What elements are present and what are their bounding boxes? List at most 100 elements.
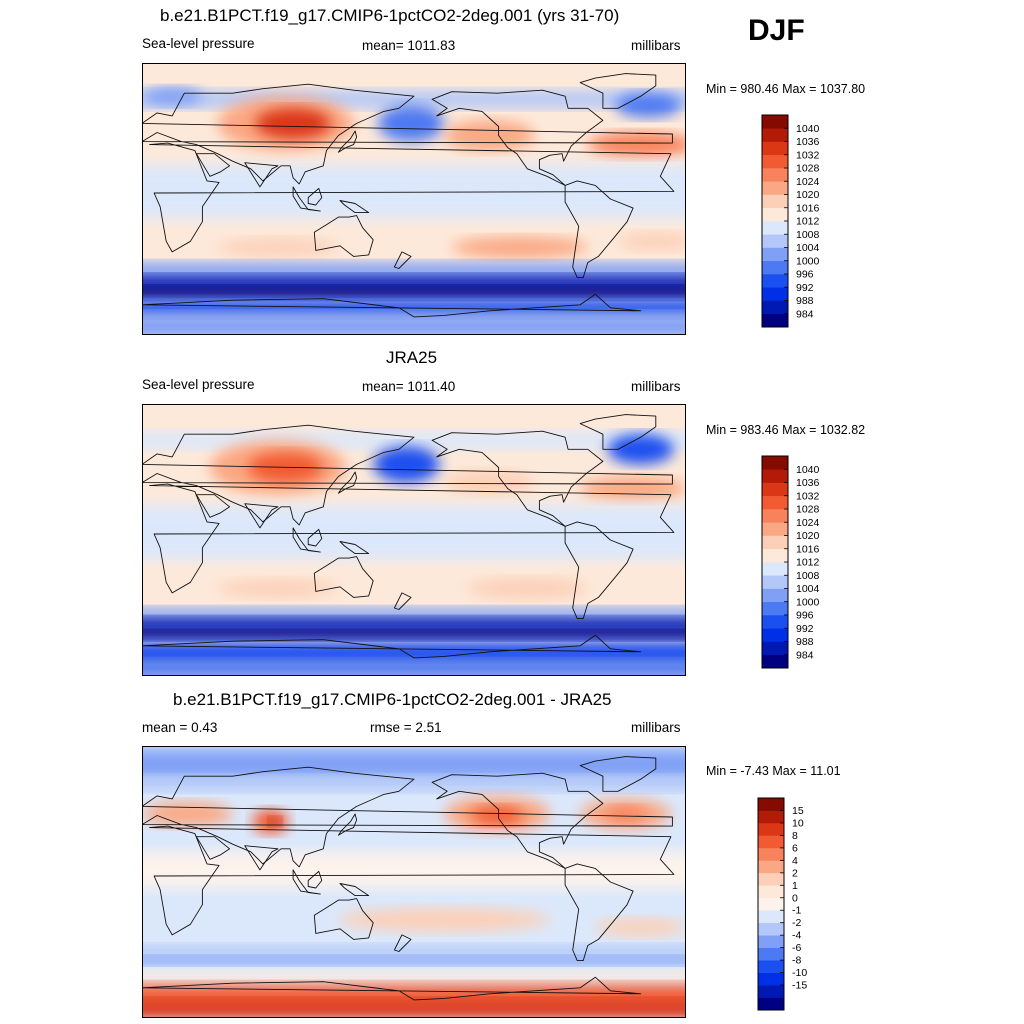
p3-field-natlPos2 xyxy=(604,806,647,822)
cb1-tick-label: 1024 xyxy=(796,176,820,188)
cb3-swatch xyxy=(758,872,784,886)
cb2-tick-label: 1012 xyxy=(796,557,820,569)
cb3-swatch xyxy=(758,947,784,961)
p1-coast-borneo xyxy=(307,187,323,206)
cb1-swatch xyxy=(762,287,788,301)
cb2-swatch xyxy=(762,535,788,550)
p3-field-arctic xyxy=(142,749,686,780)
cb3-swatch xyxy=(758,985,784,998)
p3-coast-antarctica xyxy=(142,976,642,1001)
panel-3-mean-label: mean = 0.43 xyxy=(142,720,218,735)
p3-coast-seasia xyxy=(292,869,321,895)
cb1-tick-label: 1012 xyxy=(796,216,820,228)
cb3-swatch xyxy=(758,897,784,911)
cb1-swatch xyxy=(762,128,788,142)
p2-coast-australia xyxy=(313,556,374,598)
cb3-tick-label: -2 xyxy=(792,917,801,929)
cb3-swatch xyxy=(758,810,784,824)
p1-frame xyxy=(142,63,686,335)
cb1-tick-label: 984 xyxy=(796,308,814,320)
p1-coast-arabia xyxy=(195,153,231,177)
cb3-tick-label: -8 xyxy=(792,955,801,967)
cb2-swatch xyxy=(762,509,788,523)
cb2-tick-label: 1028 xyxy=(796,504,820,516)
p1-field-npacHigh xyxy=(444,120,535,151)
panel-2-title: JRA25 xyxy=(386,348,438,367)
cb1-tick-label: 996 xyxy=(796,269,814,281)
cb2-swatch xyxy=(762,628,788,642)
cb1-swatch xyxy=(762,247,788,262)
p2-field-icelandic xyxy=(607,434,674,465)
cb1-tick-label: 992 xyxy=(796,282,814,294)
p1-field-indHigh xyxy=(217,238,339,257)
panel-3-title: b.e21.B1PCT.f19_g17.CMIP6-1pctCO2-2deg.0… xyxy=(173,690,612,709)
cb3-swatch xyxy=(758,922,784,936)
panel-3-minmax: Min = -7.43 Max = 11.01 xyxy=(706,764,841,778)
cb1-swatch xyxy=(762,115,788,129)
p3-coast-greenland xyxy=(579,756,657,792)
p1-coast-newguinea xyxy=(339,200,370,214)
cb2-tick-label: 1020 xyxy=(796,530,820,542)
p1-coast-europe-asia xyxy=(142,83,673,185)
p3-field-arctic2 xyxy=(142,776,686,792)
p3-coast-japan xyxy=(337,813,358,836)
p2-coast-newguinea xyxy=(339,541,370,555)
p3-coast-australia xyxy=(313,898,374,940)
cb2-tick-label: 1004 xyxy=(796,583,820,595)
cb2-swatch xyxy=(762,548,788,563)
cb1-swatch xyxy=(762,300,788,315)
p1-coast-south-america xyxy=(564,180,634,279)
p3-coast-nz xyxy=(393,934,412,952)
p2-field-spacHigh xyxy=(466,577,588,599)
p3-coast-arabia xyxy=(195,836,231,860)
cb1-tick-label: 1040 xyxy=(796,123,820,135)
cb2-tick-label: 1024 xyxy=(796,517,820,529)
cb3-swatch xyxy=(758,822,784,836)
p3-coast-europe-asia xyxy=(142,766,673,868)
cb3-swatch xyxy=(758,910,784,924)
p3-frame xyxy=(142,746,686,1018)
p3-field-trop xyxy=(142,851,686,889)
p2-frame xyxy=(142,404,686,676)
cb3-tick-label: -6 xyxy=(792,942,801,954)
cb3-tick-label: 0 xyxy=(792,892,798,904)
panel-1-mean-label: mean= 1011.83 xyxy=(362,38,456,53)
p1-coast-greenland xyxy=(579,73,657,109)
cb3-swatch xyxy=(758,835,784,849)
cb1-swatch xyxy=(762,221,788,235)
cb3-tick-label: 8 xyxy=(792,830,798,842)
panel-1-variable-label: Sea-level pressure xyxy=(142,36,255,51)
panel-1-minmax: Min = 980.46 Max = 1037.80 xyxy=(706,82,866,96)
cb3-tick-label: -10 xyxy=(792,967,807,979)
cb3-tick-label: -1 xyxy=(792,905,801,917)
p2-field-ant xyxy=(142,660,686,676)
p1-coast-north-america xyxy=(431,89,604,186)
cb1-swatch xyxy=(762,154,788,169)
cb1-swatch xyxy=(762,194,788,209)
p2-field-indHigh xyxy=(217,579,339,598)
cb1-swatch xyxy=(762,141,788,156)
p1-field-norway xyxy=(142,87,203,106)
p2-coast-greenland xyxy=(579,414,657,450)
p1-field-sh50 xyxy=(142,262,686,281)
p2-coast-japan xyxy=(337,471,358,494)
cb3-swatch xyxy=(758,935,784,948)
panel-1-title: b.e21.B1PCT.f19_g17.CMIP6-1pctCO2-2deg.0… xyxy=(160,6,620,25)
p1-field-natlHigh xyxy=(587,132,686,157)
cb2-tick-label: 1008 xyxy=(796,570,820,582)
p2-coast-nz xyxy=(393,592,412,610)
p3-field-ant xyxy=(142,999,686,1018)
panel-3-map xyxy=(142,746,686,1018)
cb1-swatch xyxy=(762,260,788,275)
cb3-tick-label: 15 xyxy=(792,805,804,817)
p2-field-sh63 xyxy=(142,630,686,640)
p3-field-eurPos xyxy=(142,801,233,827)
cb1-tick-label: 1036 xyxy=(796,136,820,148)
p3-coast-india xyxy=(244,845,279,871)
panel-1-map xyxy=(142,63,686,335)
cb1-swatch xyxy=(762,234,788,248)
cb2-tick-label: 1016 xyxy=(796,543,820,555)
cb2-tick-label: 1032 xyxy=(796,490,820,502)
cb2-tick-label: 984 xyxy=(796,649,814,661)
